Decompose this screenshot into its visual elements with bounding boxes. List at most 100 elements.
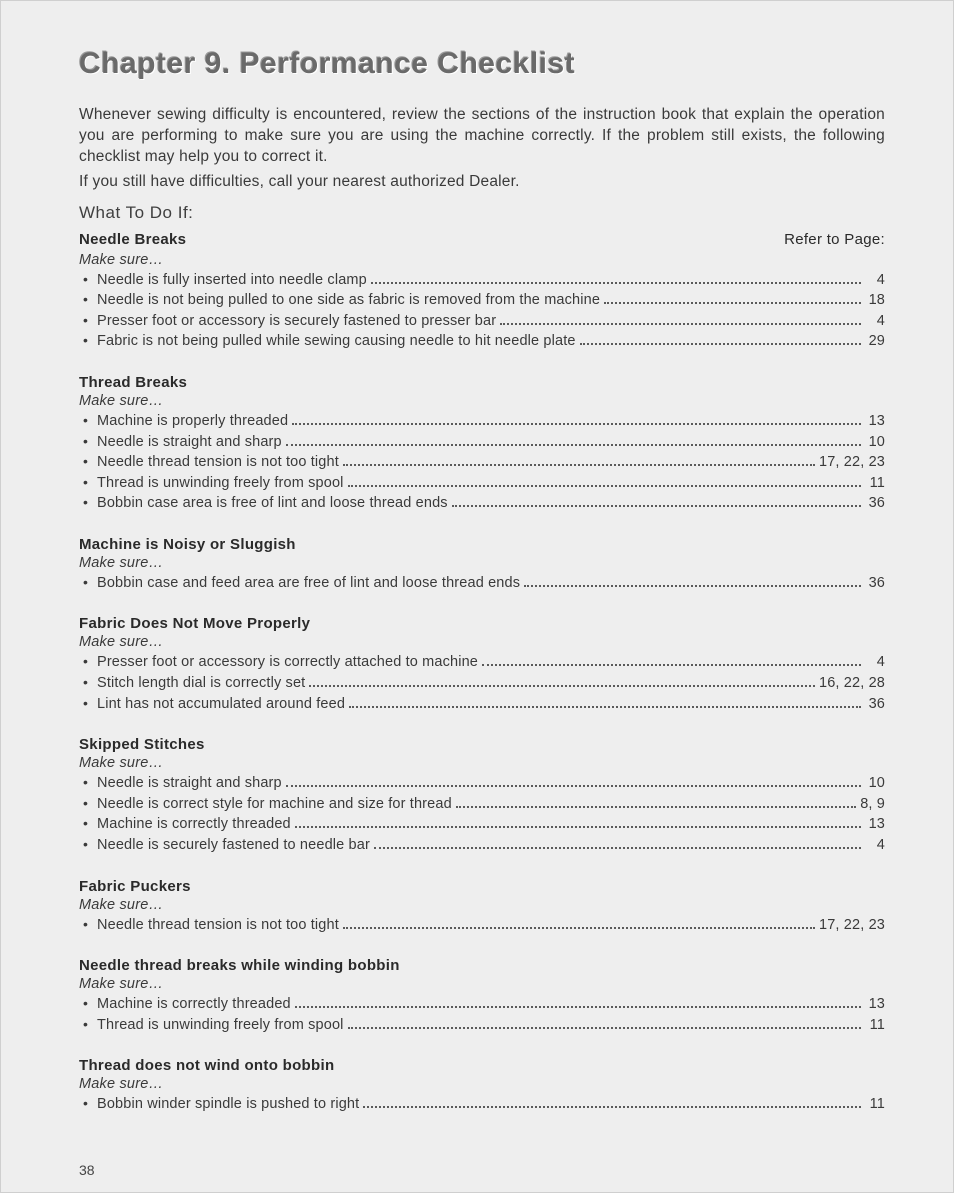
checklist-item-text: Needle is correct style for machine and …: [97, 794, 452, 815]
checklist-item-text: Lint has not accumulated around feed: [97, 694, 345, 715]
chapter-title: Chapter 9. Performance Checklist: [79, 47, 885, 81]
page-reference: 10: [865, 773, 885, 794]
section-heading: Fabric Puckers: [79, 878, 885, 895]
dot-leader: [309, 674, 815, 687]
section-heading: Fabric Does Not Move Properly: [79, 615, 885, 632]
bullet-icon: [83, 835, 97, 856]
dot-leader: [371, 271, 861, 284]
bullet-icon: [83, 1015, 97, 1036]
dot-leader: [292, 412, 861, 425]
dot-leader: [295, 815, 861, 828]
checklist-item: Presser foot or accessory is securely fa…: [83, 311, 885, 332]
make-sure-label: Make sure…: [79, 976, 885, 992]
checklist-item: Stitch length dial is correctly set16, 2…: [83, 673, 885, 694]
make-sure-label: Make sure…: [79, 393, 885, 409]
checklist-item: Needle thread tension is not too tight17…: [83, 915, 885, 936]
page-reference: 11: [865, 473, 885, 494]
checklist-item-text: Thread is unwinding freely from spool: [97, 473, 344, 494]
dot-leader: [604, 291, 861, 304]
bullet-icon: [83, 652, 97, 673]
dot-leader: [295, 995, 861, 1008]
checklist-item-text: Machine is correctly threaded: [97, 994, 291, 1015]
bullet-icon: [83, 794, 97, 815]
section-heading: Needle thread breaks while winding bobbi…: [79, 957, 885, 974]
page-reference: 13: [865, 814, 885, 835]
checklist-item: Machine is correctly threaded 13: [83, 994, 885, 1015]
bullet-icon: [83, 432, 97, 453]
bullet-icon: [83, 331, 97, 352]
checklist-item-text: Bobbin winder spindle is pushed to right: [97, 1094, 359, 1115]
checklist-item-text: Machine is properly threaded: [97, 411, 288, 432]
section-heading: Machine is Noisy or Sluggish: [79, 536, 885, 553]
dot-leader: [343, 916, 815, 929]
checklist-item-list: Needle is straight and sharp 10 Needle is …: [79, 773, 885, 855]
checklist-item: Needle is fully inserted into needle cla…: [83, 270, 885, 291]
bullet-icon: [83, 673, 97, 694]
checklist-item-text: Fabric is not being pulled while sewing …: [97, 331, 576, 352]
page-reference: 4: [865, 270, 885, 291]
checklist-item: Needle is straight and sharp10: [83, 432, 885, 453]
make-sure-label: Make sure…: [79, 897, 885, 913]
page-reference: 13: [865, 411, 885, 432]
what-to-do-heading: What To Do If:: [79, 203, 885, 223]
bullet-icon: [83, 452, 97, 473]
bullet-icon: [83, 1094, 97, 1115]
checklist-item-text: Needle is straight and sharp: [97, 773, 282, 794]
checklist-item: Needle thread tension is not too tight17…: [83, 452, 885, 473]
checklist-item: Machine is correctly threaded 13: [83, 814, 885, 835]
make-sure-label: Make sure…: [79, 555, 885, 571]
make-sure-label: Make sure…: [79, 252, 885, 268]
checklist-item-text: Bobbin case area is free of lint and loo…: [97, 493, 448, 514]
dot-leader: [524, 574, 861, 587]
section-header-row: Needle Breaks Refer to Page:: [79, 229, 885, 250]
dot-leader: [456, 795, 856, 808]
checklist-item-text: Presser foot or accessory is correctly a…: [97, 652, 478, 673]
checklist-item-text: Needle is fully inserted into needle cla…: [97, 270, 367, 291]
refer-to-page-label: Refer to Page:: [784, 231, 885, 248]
dot-leader: [482, 654, 861, 667]
page-reference: 36: [865, 694, 885, 715]
page-reference: 4: [865, 652, 885, 673]
checklist-item-text: Machine is correctly threaded: [97, 814, 291, 835]
dot-leader: [348, 474, 861, 487]
checklist-item: Bobbin winder spindle is pushed to right…: [83, 1094, 885, 1115]
bullet-icon: [83, 694, 97, 715]
bullet-icon: [83, 311, 97, 332]
section-heading: Needle Breaks: [79, 231, 186, 248]
page-reference: 8, 9: [860, 794, 885, 815]
bullet-icon: [83, 773, 97, 794]
bullet-icon: [83, 814, 97, 835]
dot-leader: [343, 453, 815, 466]
dot-leader: [374, 836, 861, 849]
page-reference: 4: [865, 311, 885, 332]
page-reference: 4: [865, 835, 885, 856]
checklist-item: Thread is unwinding freely from spool 11: [83, 473, 885, 494]
checklist-item: Fabric is not being pulled while sewing …: [83, 331, 885, 352]
checklist-item-list: Needle is fully inserted into needle cla…: [79, 270, 885, 352]
page-reference: 11: [865, 1015, 885, 1036]
checklist-item-list: Machine is correctly threaded13Thread is…: [79, 994, 885, 1035]
dot-leader: [286, 774, 861, 787]
page-reference: 17, 22, 23: [819, 915, 885, 936]
checklist-item-text: Stitch length dial is correctly set: [97, 673, 305, 694]
checklist-item: Presser foot or accessory is correctly a…: [83, 652, 885, 673]
page-reference: 17, 22, 23: [819, 452, 885, 473]
dot-leader: [580, 333, 861, 346]
checklist-sections: Needle Breaks Refer to Page: Make sure… Nee…: [79, 229, 885, 1115]
make-sure-label: Make sure…: [79, 1076, 885, 1092]
bullet-icon: [83, 493, 97, 514]
make-sure-label: Make sure…: [79, 755, 885, 771]
intro-paragraph-2: If you still have difficulties, call you…: [79, 172, 885, 193]
checklist-item-list: Bobbin case and feed area are free of li…: [79, 573, 885, 594]
dot-leader: [363, 1095, 861, 1108]
checklist-item: Machine is properly threaded 13: [83, 411, 885, 432]
checklist-item-text: Needle is securely fastened to needle ba…: [97, 835, 370, 856]
bullet-icon: [83, 915, 97, 936]
dot-leader: [286, 433, 861, 446]
bullet-icon: [83, 290, 97, 311]
checklist-item-text: Bobbin case and feed area are free of li…: [97, 573, 520, 594]
page-reference: 13: [865, 994, 885, 1015]
bullet-icon: [83, 270, 97, 291]
dot-leader: [348, 1016, 861, 1029]
checklist-item: Needle is not being pulled to one side a…: [83, 290, 885, 311]
